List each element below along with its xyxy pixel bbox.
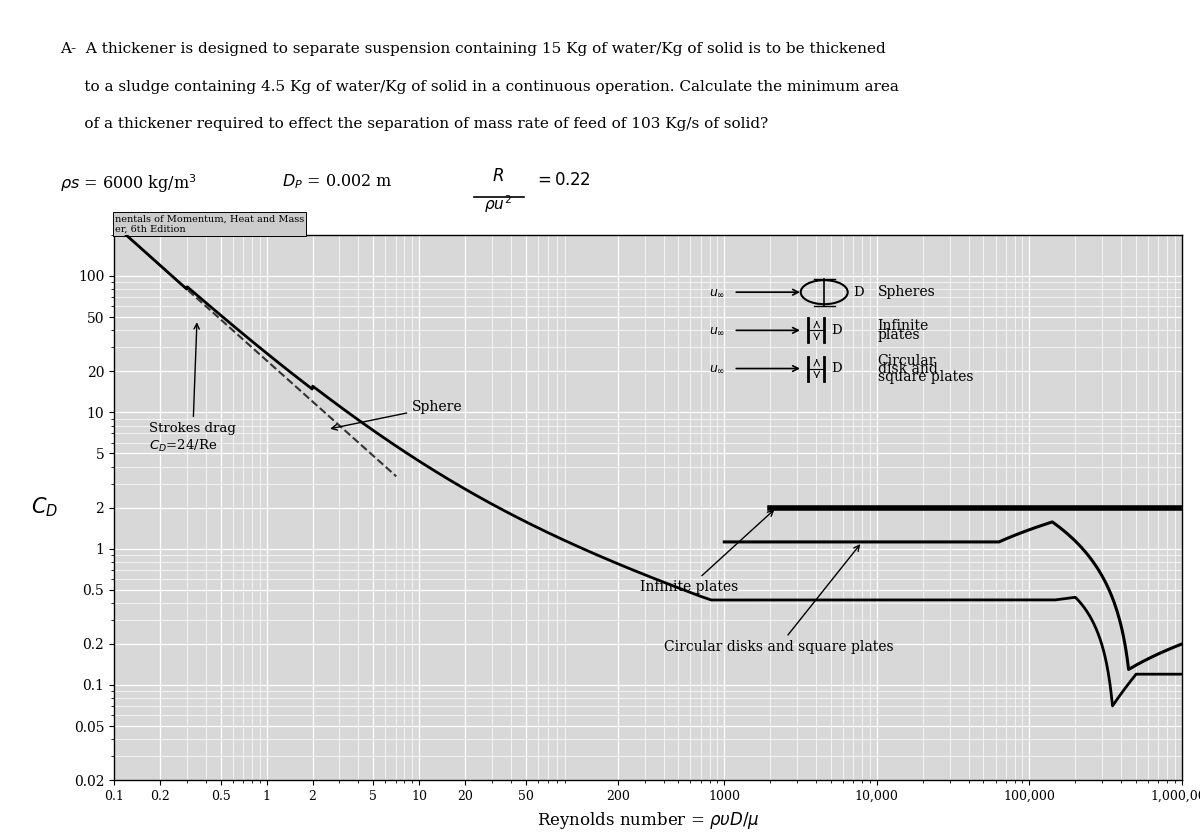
- Text: $= 0.22$: $= 0.22$: [534, 172, 590, 189]
- Text: Circular disks and square plates: Circular disks and square plates: [664, 545, 893, 654]
- Text: Strokes drag
$C_D$=24/Re: Strokes drag $C_D$=24/Re: [149, 324, 236, 454]
- Text: Infinite: Infinite: [877, 319, 929, 333]
- Text: $D_P$ = 0.002 m: $D_P$ = 0.002 m: [282, 172, 392, 190]
- Text: A-  A thickener is designed to separate suspension containing 15 Kg of water/Kg : A- A thickener is designed to separate s…: [60, 42, 886, 56]
- Text: Sphere: Sphere: [331, 399, 463, 430]
- Text: Spheres: Spheres: [877, 285, 935, 300]
- Text: plates: plates: [877, 328, 920, 342]
- Text: disk and: disk and: [877, 362, 937, 376]
- Text: Infinite plates: Infinite plates: [640, 510, 773, 594]
- Text: square plates: square plates: [877, 370, 973, 383]
- Text: $R$: $R$: [492, 168, 504, 185]
- Text: $u_\infty$: $u_\infty$: [708, 362, 725, 375]
- Text: $\rho s$ = 6000 kg/m$^3$: $\rho s$ = 6000 kg/m$^3$: [60, 172, 197, 195]
- Text: $u_\infty$: $u_\infty$: [708, 324, 725, 336]
- Text: D: D: [832, 362, 842, 375]
- Text: of a thickener required to effect the separation of mass rate of feed of 103 Kg/: of a thickener required to effect the se…: [60, 117, 768, 132]
- Text: to a sludge containing 4.5 Kg of water/Kg of solid in a continuous operation. Ca: to a sludge containing 4.5 Kg of water/K…: [60, 80, 899, 94]
- Text: $u_\infty$: $u_\infty$: [708, 286, 725, 299]
- Text: D: D: [832, 324, 842, 336]
- Text: $C_D$: $C_D$: [31, 496, 58, 519]
- Text: Circular: Circular: [877, 354, 936, 368]
- Text: D: D: [853, 286, 864, 299]
- Text: $\rho u^2$: $\rho u^2$: [484, 193, 512, 215]
- X-axis label: Reynolds number = $\rho\upsilon D/\mu$: Reynolds number = $\rho\upsilon D/\mu$: [536, 810, 760, 831]
- Text: nentals of Momentum, Heat and Mass
er, 6th Edition: nentals of Momentum, Heat and Mass er, 6…: [115, 215, 305, 234]
